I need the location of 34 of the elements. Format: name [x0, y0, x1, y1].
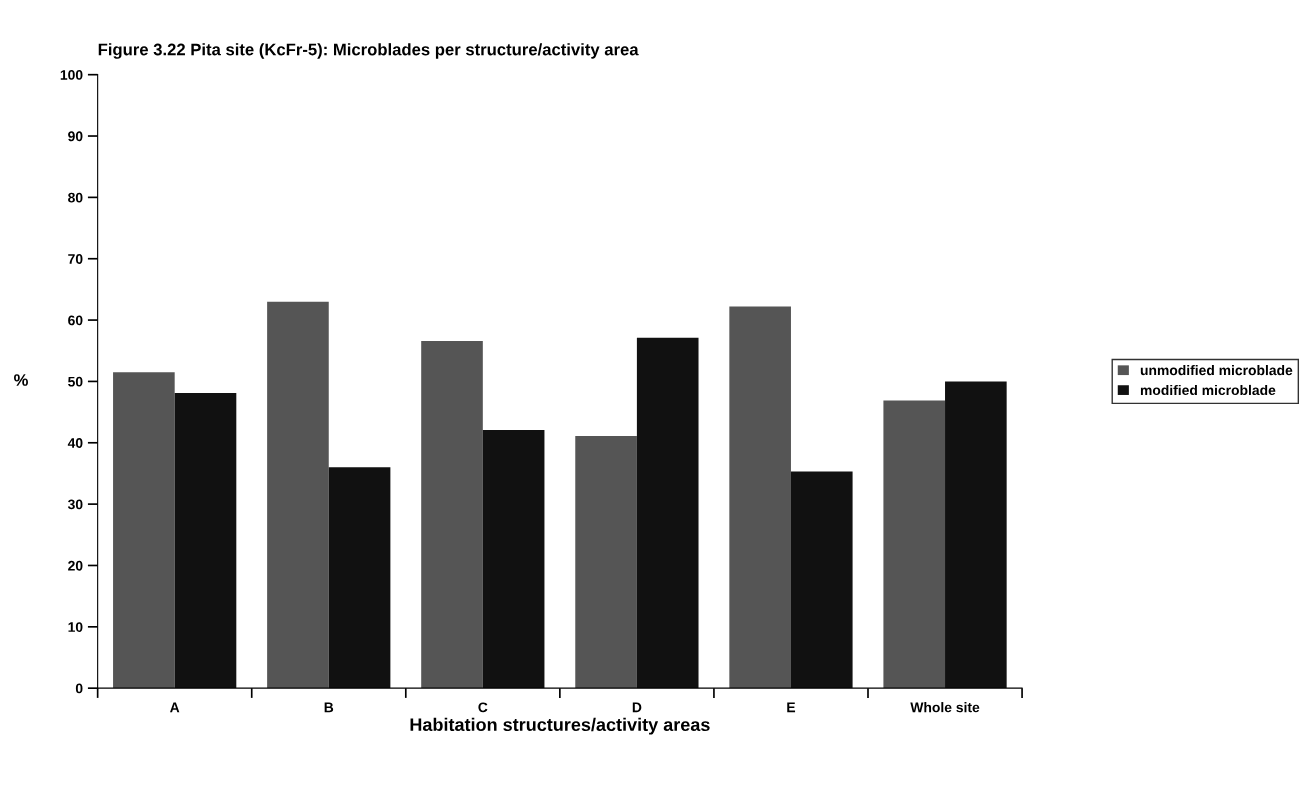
bar [113, 372, 175, 689]
x-tick-label: B [324, 702, 334, 713]
y-tick-label: 80 [68, 192, 83, 203]
y-tick-label: 60 [68, 315, 83, 326]
y-tick-label: 50 [68, 376, 83, 387]
y-axis-title: % [14, 374, 28, 386]
bar [790, 471, 853, 689]
y-tick-label: 20 [68, 560, 83, 571]
legend-label: unmodified microblade [1140, 365, 1293, 376]
bar [729, 306, 791, 689]
bar [174, 393, 237, 689]
chart-title: Figure 3.22 Pita site (KcFr-5): Microblades per structure/activity area [98, 43, 639, 59]
bar [636, 337, 699, 689]
y-tick-label: 100 [60, 70, 83, 80]
y-tick-label: 0 [75, 683, 83, 694]
x-tick-label: D [632, 702, 642, 713]
bar [883, 400, 946, 689]
y-tick-label: 90 [68, 131, 83, 142]
x-tick-label: C [478, 702, 488, 713]
x-tick-label: Whole site [910, 702, 980, 713]
x-tick-label: E [787, 702, 796, 713]
x-tick-label: A [170, 702, 180, 713]
bar [328, 467, 391, 689]
y-tick-label: 40 [67, 438, 83, 448]
bar [945, 381, 1007, 689]
bar [421, 340, 483, 689]
bar [575, 436, 637, 689]
y-tick-label: 30 [67, 499, 83, 510]
y-tick-label: 70 [68, 254, 83, 264]
bar [267, 301, 329, 689]
y-tick-label: 10 [68, 622, 83, 632]
legend-label: modified microblade [1140, 384, 1276, 396]
bar [482, 429, 545, 689]
x-axis-title: Habitation structures/activity areas [410, 717, 710, 735]
